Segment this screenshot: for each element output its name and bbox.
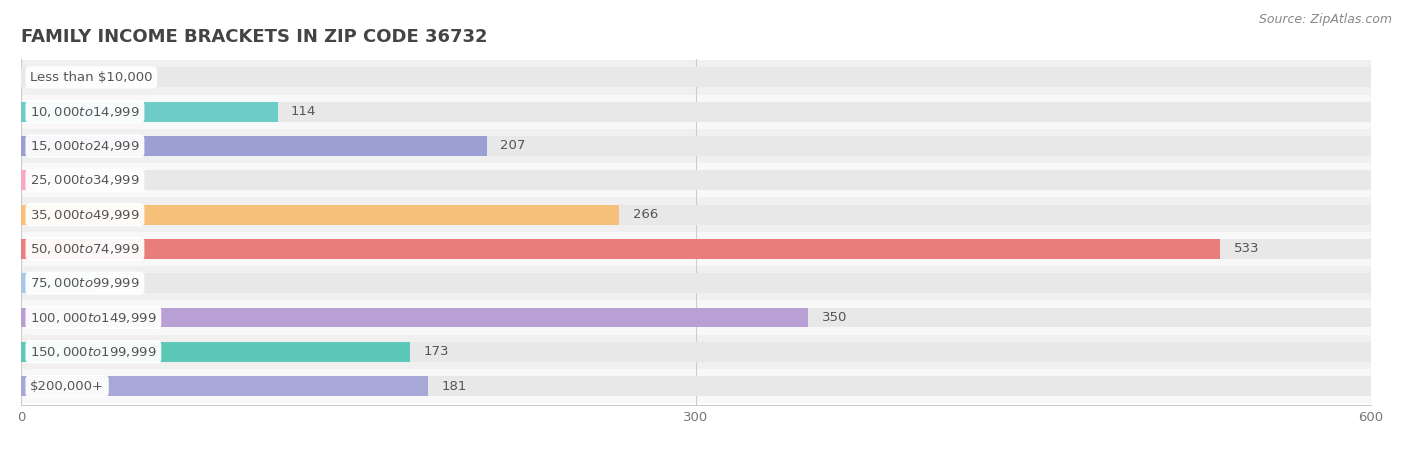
Bar [21, 376, 429, 396]
Text: 114: 114 [291, 105, 316, 118]
Bar [21, 60, 1371, 94]
Bar [21, 369, 1371, 403]
Text: $35,000 to $49,999: $35,000 to $49,999 [30, 207, 139, 221]
Bar [21, 68, 1371, 87]
Text: 350: 350 [823, 311, 848, 324]
Bar [21, 205, 1371, 225]
Bar [21, 136, 486, 156]
Text: $75,000 to $99,999: $75,000 to $99,999 [30, 276, 139, 290]
Text: 207: 207 [501, 140, 526, 153]
Text: $10,000 to $14,999: $10,000 to $14,999 [30, 105, 139, 119]
Bar [21, 102, 277, 122]
Bar [21, 273, 1371, 293]
Text: 533: 533 [1233, 243, 1260, 256]
Text: $50,000 to $74,999: $50,000 to $74,999 [30, 242, 139, 256]
Bar [21, 307, 808, 328]
Bar [21, 376, 1371, 396]
Bar [21, 307, 1371, 328]
Text: $200,000+: $200,000+ [30, 380, 104, 393]
Bar [21, 300, 1371, 335]
Text: $100,000 to $149,999: $100,000 to $149,999 [30, 310, 156, 324]
Bar [21, 198, 1371, 232]
Bar [21, 335, 1371, 369]
Bar [21, 232, 1371, 266]
Text: 181: 181 [441, 380, 467, 393]
Text: 6: 6 [48, 174, 56, 187]
Text: 35: 35 [114, 277, 131, 290]
Text: FAMILY INCOME BRACKETS IN ZIP CODE 36732: FAMILY INCOME BRACKETS IN ZIP CODE 36732 [21, 28, 488, 46]
Text: Source: ZipAtlas.com: Source: ZipAtlas.com [1258, 14, 1392, 27]
Bar [21, 171, 1371, 190]
Bar [21, 273, 100, 293]
Bar [21, 266, 1371, 300]
Bar [21, 342, 1371, 362]
Bar [21, 239, 1371, 259]
Text: $150,000 to $199,999: $150,000 to $199,999 [30, 345, 156, 359]
Bar [21, 342, 411, 362]
Bar [21, 136, 1371, 156]
Text: Less than $10,000: Less than $10,000 [30, 71, 153, 84]
Bar [21, 171, 35, 190]
Text: 266: 266 [633, 208, 658, 221]
Text: $15,000 to $24,999: $15,000 to $24,999 [30, 139, 139, 153]
Bar [21, 163, 1371, 198]
Text: 0: 0 [35, 71, 44, 84]
Bar [21, 205, 620, 225]
Bar [21, 102, 1371, 122]
Bar [21, 129, 1371, 163]
Bar [21, 94, 1371, 129]
Bar [21, 239, 1220, 259]
Text: 173: 173 [423, 345, 450, 358]
Text: $25,000 to $34,999: $25,000 to $34,999 [30, 173, 139, 187]
